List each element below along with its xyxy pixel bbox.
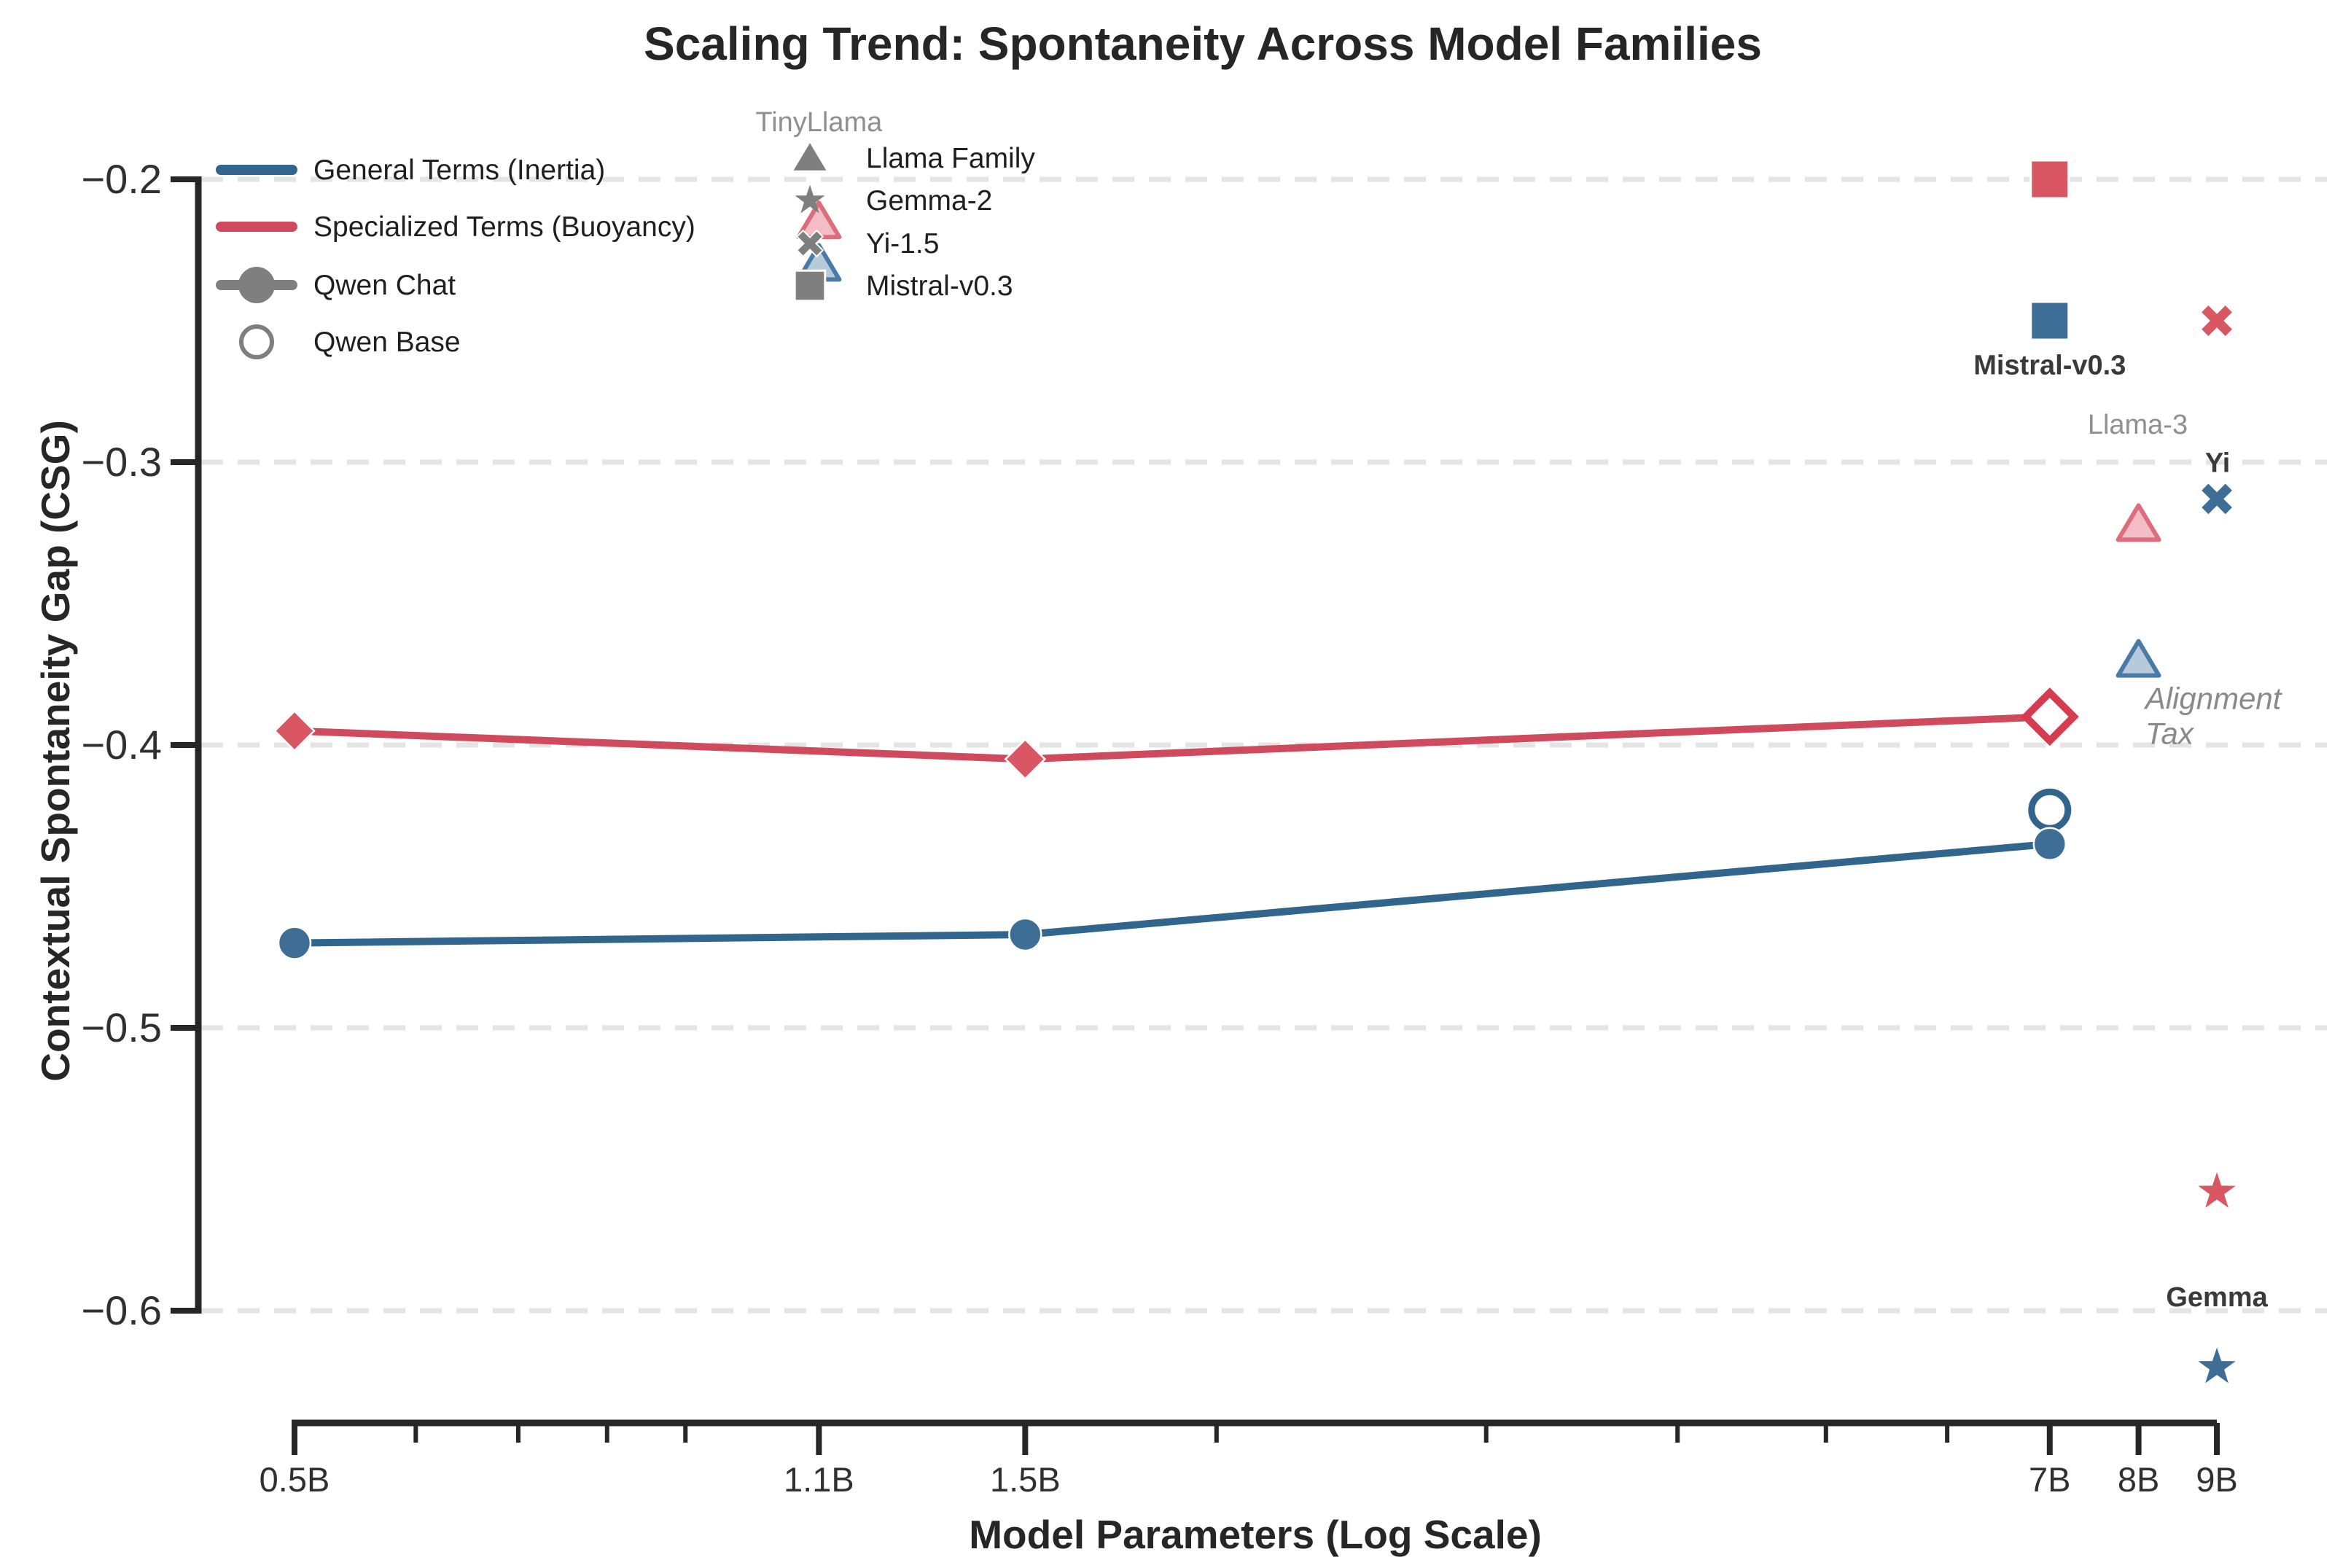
point-qwen-base-general-7b	[2028, 788, 2072, 832]
axes: −0.2 −0.3 −0.4 −0.5 −0.6 0.5B 1.1B 1.5B 7B 8B 9B	[81, 156, 2237, 1499]
marker-diamond	[1004, 738, 1047, 781]
legend-label: General Terms (Inertia)	[313, 155, 605, 186]
series-markers-blue	[277, 827, 2067, 960]
x-tick-label: 8B	[2118, 1460, 2160, 1499]
point-yi-specialized	[2199, 303, 2234, 338]
point-mistral-general	[2029, 300, 2070, 341]
mistral-label-line: Mistral-v0.3	[1973, 351, 2126, 381]
marker-x	[2199, 303, 2234, 338]
gridlines	[201, 176, 2327, 1314]
chart-title: Scaling Trend: Spontaneity Across Model …	[644, 17, 1762, 70]
marker-circle	[2032, 827, 2067, 862]
marker-star	[795, 184, 825, 214]
legend-entry-llama-family: Llama Family	[793, 143, 1035, 174]
x-tick-label: 9B	[2196, 1460, 2238, 1499]
gemma-label-line: Gemma	[2166, 1282, 2268, 1313]
point-qwen-base-specialized-7b	[2020, 687, 2079, 746]
x-tick-label: 1.5B	[990, 1460, 1061, 1499]
series-markers-red	[273, 709, 1047, 781]
alignment-tax-label: Alignment Tax	[2143, 682, 2283, 751]
gemma-label: Gemma	[2166, 1282, 2268, 1313]
legend-entry-general-terms-inertia-: General Terms (Inertia)	[216, 155, 605, 186]
x-tick-label: 7B	[2029, 1460, 2071, 1499]
marker-star	[2198, 1172, 2236, 1208]
point-gemma-specialized	[2198, 1172, 2236, 1208]
marker-circle	[1008, 917, 1042, 952]
x-tick-label: 1.1B	[784, 1460, 854, 1499]
legend-label: Qwen Chat	[313, 270, 456, 301]
legend-open-circle-swatch	[239, 324, 274, 359]
marker-triangle	[793, 143, 827, 171]
x-axis-title: Model Parameters (Log Scale)	[969, 1512, 1542, 1557]
legend-entry-specialized-terms-buoyancy-: Specialized Terms (Buoyancy)	[216, 211, 695, 243]
marker-diamond-open	[2020, 687, 2079, 746]
annotations: TinyLlama Mistral-v0.3 Llama-3 Yi Gemma Align…	[755, 107, 2282, 1313]
point-llama3-specialized	[2115, 503, 2161, 542]
marker-triangle	[2115, 503, 2161, 542]
legend-entry-gemma-2: Gemma-2	[795, 184, 992, 217]
legend-entry-qwen-base: Qwen Base	[239, 324, 461, 359]
marker-circle	[277, 926, 312, 960]
y-tick-label: −0.6	[81, 1287, 162, 1333]
legend-entry-mistral-v0-3: Mistral-v0.3	[793, 269, 1013, 303]
alignment-tax-label-line: Alignment	[2143, 682, 2283, 716]
legend-label: Qwen Base	[313, 327, 461, 358]
y-tick-label: −0.3	[81, 439, 162, 485]
marker-triangle	[2115, 639, 2161, 678]
marker-square	[2029, 159, 2070, 200]
legend-model-families: Llama Family Gemma-2 Yi-1.5 Mistral-v0.3	[793, 143, 1035, 303]
marker-x	[2199, 481, 2234, 517]
legend-label: Yi-1.5	[866, 228, 939, 260]
y-tick-label: −0.4	[81, 722, 162, 768]
marker-star	[2198, 1347, 2236, 1384]
mistral-label: Mistral-v0.3	[1973, 351, 2126, 381]
yi-label: Yi	[2205, 448, 2231, 479]
legend-label: Mistral-v0.3	[866, 270, 1013, 302]
legend-label: Llama Family	[866, 143, 1035, 174]
scatter-points	[796, 159, 2236, 1384]
yi-label-line: Yi	[2205, 448, 2231, 479]
tinyllama-label-line: TinyLlama	[755, 107, 883, 138]
legend-terms: General Terms (Inertia) Specialized Terms…	[216, 155, 695, 359]
y-tick-label: −0.2	[81, 156, 162, 202]
marker-square	[793, 269, 827, 303]
point-mistral-specialized	[2029, 159, 2070, 200]
point-gemma-general	[2198, 1347, 2236, 1384]
llama3-label: Llama-3	[2088, 410, 2188, 440]
legend-label: Specialized Terms (Buoyancy)	[313, 211, 695, 243]
marker-circle-open	[2028, 788, 2072, 832]
tinyllama-label: TinyLlama	[755, 107, 883, 138]
y-axis-title: Contextual Spontaneity Gap (CSG)	[33, 420, 78, 1082]
llama3-label-line: Llama-3	[2088, 410, 2188, 440]
point-yi-general	[2199, 481, 2234, 517]
legend-circle-swatch	[238, 267, 275, 303]
legend-entry-yi-1-5: Yi-1.5	[795, 228, 939, 260]
legend-label: Gemma-2	[866, 185, 992, 217]
legend-entry-qwen-chat: Qwen Chat	[216, 267, 456, 303]
marker-diamond	[273, 709, 316, 752]
alignment-tax-label-line: Tax	[2145, 717, 2195, 751]
marker-square	[2029, 300, 2070, 341]
x-tick-label: 0.5B	[260, 1460, 330, 1499]
marker-x	[795, 229, 824, 258]
y-tick-label: −0.5	[81, 1005, 162, 1050]
point-llama3-general	[2115, 639, 2161, 678]
